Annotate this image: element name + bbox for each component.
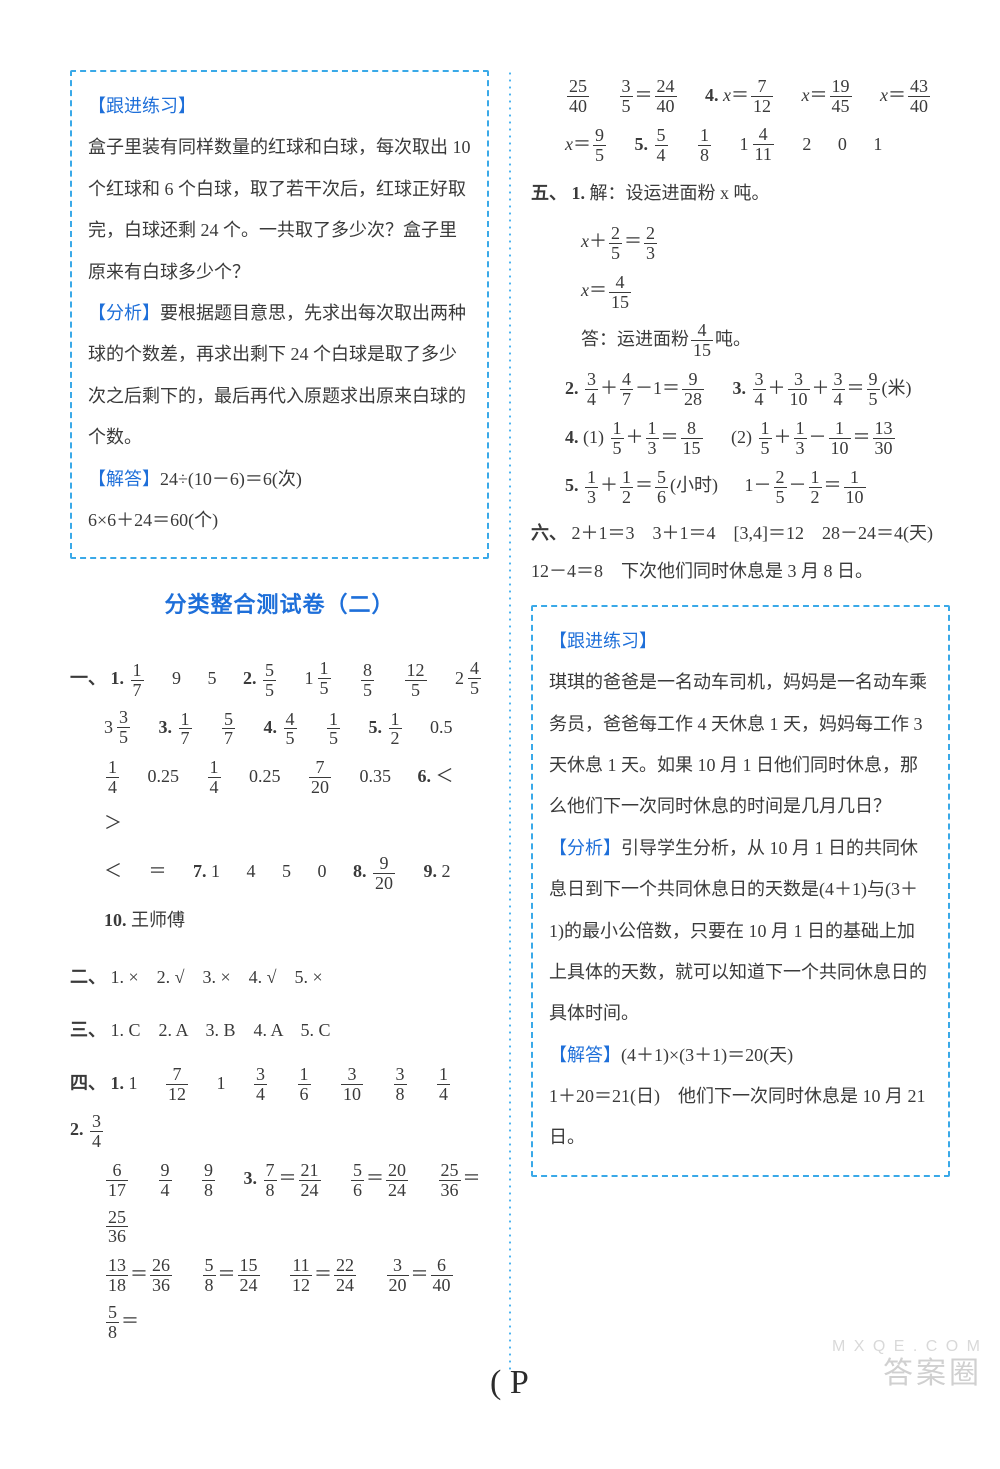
- frac: 17: [131, 661, 144, 700]
- section-4-cont: 2540 35＝2440 4. x＝712 x＝1945 x＝4340 x＝95…: [531, 72, 950, 168]
- paper-title: 分类整合测试卷（二）: [70, 587, 489, 619]
- box-answer2-r: 1＋20＝21(日) 他们下一次同时休息是 10 月 21 日。: [549, 1076, 932, 1159]
- page: 【跟进练习】 盒子里装有同样数量的红球和白球，每次取出 10 个红球和 6 个白…: [0, 0, 1000, 1410]
- tag-answer-r: 【解答】: [549, 1045, 621, 1065]
- watermark-text: 答案圈: [883, 1348, 982, 1392]
- tag-analysis: 【分析】: [88, 303, 160, 323]
- section-3: 三、 1. C 2. A 3. B 4. A 5. C: [70, 1007, 489, 1054]
- box-analysis: 要根据题目意思，先求出每次取出两种球的个数差，再求出剩下 24 个白球是取了多少…: [88, 303, 466, 447]
- section-5: 五、 1. 解：设运进面粉 x 吨。 x＋25＝23 x＝415 答：运进面粉4…: [531, 170, 950, 510]
- box-problem: 盒子里装有同样数量的红球和白球，每次取出 10 个红球和 6 个白球，取了若干次…: [88, 127, 471, 293]
- box-problem-r: 琪琪的爸爸是一名动车司机，妈妈是一名动车乘务员，爸爸每工作 4 天休息 1 天，…: [549, 662, 932, 828]
- column-divider: [509, 70, 511, 1370]
- box-answer2: 6×6＋24＝60(个): [88, 500, 471, 541]
- left-column: 【跟进练习】 盒子里装有同样数量的红球和白球，每次取出 10 个红球和 6 个白…: [70, 70, 489, 1370]
- tag-analysis-r: 【分析】: [549, 838, 621, 858]
- section-2: 二、 1. × 2. √ 3. × 4. √ 5. ×: [70, 954, 489, 1001]
- section-4: 四、 1. 1 712 1 34 16 310 38 14 2. 34 617 …: [70, 1060, 489, 1345]
- sec1-lead: 一、: [70, 668, 106, 688]
- tag-follow-r: 【跟进练习】: [549, 631, 657, 651]
- section-1: 一、 1. 17 9 5 2. 55 115 85 125 245 335 3.…: [70, 655, 489, 944]
- handwritten-mark: ( P: [490, 1364, 529, 1402]
- tag-follow: 【跟进练习】: [88, 96, 196, 116]
- follow-box-left: 【跟进练习】 盒子里装有同样数量的红球和白球，每次取出 10 个红球和 6 个白…: [70, 70, 489, 559]
- right-column: 2540 35＝2440 4. x＝712 x＝1945 x＝4340 x＝95…: [531, 70, 950, 1370]
- tag-answer: 【解答】: [88, 469, 160, 489]
- box-answer1-r: (4＋1)×(3＋1)＝20(天): [621, 1045, 793, 1065]
- box-answer1: 24÷(10－6)＝6(次): [160, 469, 302, 489]
- box-analysis-r: 引导学生分析，从 10 月 1 日的共同休息日到下一个共同休息日的天数是(4＋1…: [549, 838, 927, 1024]
- follow-box-right: 【跟进练习】 琪琪的爸爸是一名动车司机，妈妈是一名动车乘务员，爸爸每工作 4 天…: [531, 605, 950, 1177]
- section-6: 六、 2＋1＝3 3＋1＝4 [3,4]＝12 28－24＝4(天) 12－4＝…: [531, 515, 950, 591]
